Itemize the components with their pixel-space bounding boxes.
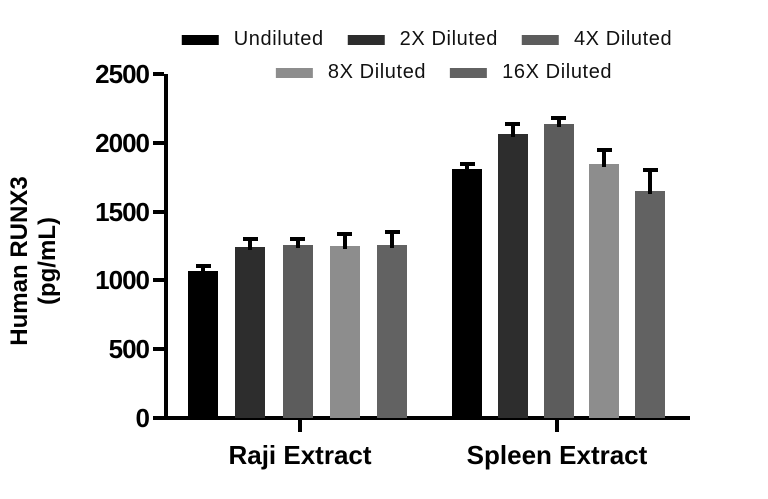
- x-tick: [298, 420, 302, 432]
- error-bar-stem: [248, 241, 253, 251]
- error-bar-stem: [465, 165, 469, 172]
- legend-item: Undiluted: [181, 28, 324, 51]
- y-tick-label: 2000: [95, 127, 150, 158]
- legend-row: Undiluted 2X Diluted 4X Diluted: [181, 28, 673, 51]
- legend-label: 8X Diluted: [327, 61, 427, 83]
- error-bar-cap: [551, 116, 567, 121]
- legend-label: 4X Diluted: [573, 28, 673, 50]
- y-tick: [153, 209, 164, 214]
- error-bar-stem: [295, 241, 300, 249]
- bar-2x-diluted: [497, 133, 528, 418]
- error-bar-cap: [505, 122, 521, 127]
- legend-row: 8X Diluted 16X Diluted: [275, 61, 612, 84]
- bar-8x-diluted: [589, 164, 620, 418]
- y-tick: [153, 416, 164, 420]
- legend-swatch: [275, 67, 313, 78]
- legend-swatch: [181, 34, 219, 45]
- bar-undiluted: [188, 271, 218, 418]
- error-bar-cap: [290, 237, 306, 242]
- y-tick-label: 2500: [95, 59, 150, 89]
- error-bar-cap: [337, 231, 353, 236]
- error-bar-stem: [648, 172, 653, 194]
- y-tick-label: 1000: [95, 265, 150, 296]
- error-bar-cap: [596, 147, 612, 152]
- y-tick: [153, 278, 164, 283]
- x-axis-line: [164, 416, 690, 420]
- error-bar-cap: [384, 230, 400, 235]
- error-bar-cap: [642, 168, 658, 173]
- x-category-label: Spleen Extract: [466, 440, 648, 470]
- error-bar-stem: [390, 234, 395, 249]
- legend-label: 2X Diluted: [399, 28, 498, 50]
- x-category-label: Raji Extract: [228, 440, 372, 470]
- legend-swatch: [521, 34, 559, 45]
- bar-8x-diluted: [329, 246, 360, 418]
- y-tick: [153, 72, 164, 76]
- bar-4x-diluted: [543, 124, 574, 418]
- legend-label: Undiluted: [233, 28, 324, 50]
- bar-undiluted: [452, 168, 482, 418]
- legend-label: 16X Diluted: [502, 61, 613, 83]
- bar-16x-diluted: [377, 245, 408, 418]
- x-tick: [555, 420, 559, 432]
- error-bar-cap: [242, 237, 258, 242]
- y-tick: [153, 140, 164, 145]
- bar-2x-diluted: [235, 247, 266, 418]
- error-bar-cap: [195, 264, 211, 269]
- y-tick: [153, 347, 164, 352]
- error-bar-stem: [602, 151, 607, 168]
- bar-16x-diluted: [635, 190, 666, 418]
- legend-item: 16X Diluted: [450, 61, 612, 84]
- legend-item: 2X Diluted: [347, 28, 498, 51]
- y-tick-label: 1500: [95, 196, 150, 227]
- y-tick-label: 500: [108, 334, 150, 365]
- error-bar-stem: [201, 268, 205, 275]
- error-bar-stem: [510, 126, 515, 137]
- bar-4x-diluted: [282, 245, 313, 418]
- error-bar-stem: [342, 235, 347, 249]
- y-axis-line: [164, 74, 168, 420]
- y-tick-label: 0: [135, 403, 150, 433]
- legend-swatch: [347, 34, 385, 45]
- error-bar-stem: [556, 120, 561, 128]
- legend-item: 4X Diluted: [521, 28, 673, 51]
- legend-swatch: [450, 67, 488, 78]
- legend-item: 8X Diluted: [275, 61, 427, 84]
- error-bar-cap: [459, 161, 475, 166]
